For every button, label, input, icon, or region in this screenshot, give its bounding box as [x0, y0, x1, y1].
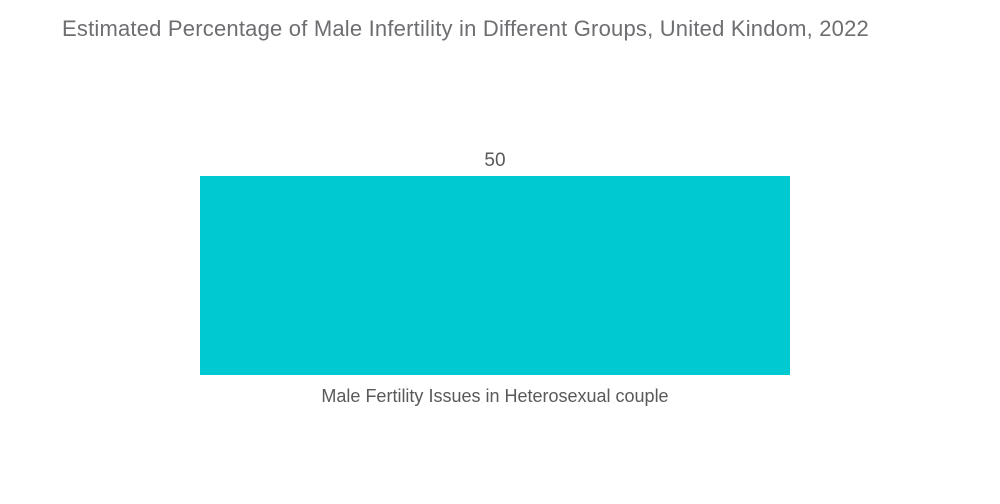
chart-title: Estimated Percentage of Male Infertility…	[62, 16, 869, 41]
plot-area	[200, 176, 790, 375]
bar-value-label: 50	[484, 150, 506, 171]
bar-male-fertility-issues	[200, 176, 790, 375]
x-axis-category-label: Male Fertility Issues in Heterosexual co…	[321, 386, 669, 406]
